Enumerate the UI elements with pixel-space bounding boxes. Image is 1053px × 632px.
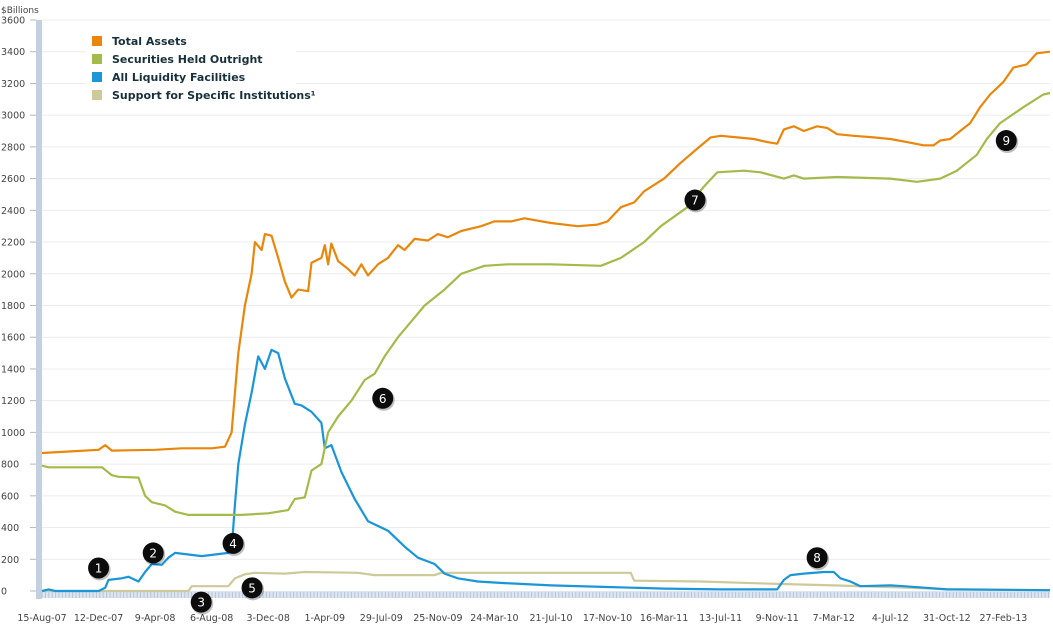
y-tick-label: 3200	[1, 79, 25, 90]
x-tick-label: 9-Nov-11	[756, 613, 799, 624]
series-line-all-liquidity-facilities	[41, 348, 1051, 593]
legend-swatch	[92, 36, 102, 46]
annotation-marker-2: 2	[142, 542, 166, 566]
x-tick-label: 3-Dec-08	[247, 613, 290, 624]
series-lines	[41, 50, 1051, 593]
legend-label: All Liquidity Facilities	[112, 71, 246, 84]
y-tick-label: 1400	[1, 364, 25, 375]
y-tick-label: 1600	[1, 333, 25, 344]
legend-label: Total Assets	[112, 35, 187, 48]
annotation-marker-4: 4	[222, 532, 246, 556]
y-tick-label: 2400	[1, 206, 25, 217]
series-line-securities-held-outright	[41, 91, 1051, 517]
marker-label: 3	[197, 596, 205, 610]
annotation-marker-8: 8	[806, 547, 830, 571]
y-tick-label: 800	[1, 460, 19, 471]
y-axis-unit-label: $Billions	[1, 6, 39, 16]
x-tick-label: 7-Mar-12	[813, 613, 855, 624]
x-tick-label: 24-Mar-10	[470, 613, 518, 624]
x-tick-label: 1-Apr-09	[304, 613, 345, 624]
legend-item: Total Assets	[92, 35, 187, 48]
legend: Total Assets Securities Held Outright All …	[86, 28, 316, 106]
legend-label: Securities Held Outright	[112, 53, 263, 66]
y-tick-label: 3400	[1, 47, 25, 58]
annotation-marker-6: 6	[372, 387, 395, 411]
marker-circle	[88, 557, 110, 579]
marker-circle	[995, 130, 1017, 152]
marker-label: 6	[379, 392, 387, 406]
x-tick-label: 4-Jul-12	[872, 613, 909, 624]
annotation-markers: 1 2 3 4 5 6 7 8 9	[88, 130, 1019, 615]
marker-label: 4	[229, 537, 237, 551]
y-tick-label: 3000	[1, 111, 25, 122]
marker-circle	[806, 547, 828, 569]
x-axis-bar	[42, 591, 1050, 598]
legend-swatch	[92, 54, 102, 64]
marker-circle	[222, 532, 244, 554]
y-tick-label: 1200	[1, 396, 25, 407]
marker-label: 2	[149, 546, 157, 560]
y-tick-label: 1800	[1, 301, 25, 312]
x-tick-label: 13-Jul-11	[699, 613, 742, 624]
y-tick-label: 2600	[1, 174, 25, 185]
marker-label: 9	[1002, 134, 1010, 148]
legend-label: Support for Specific Institutions¹	[112, 89, 316, 102]
y-axis-bar	[36, 20, 42, 599]
x-tick-label: 29-Jul-09	[360, 613, 403, 624]
series-line-support-for-specific-institutions	[42, 570, 1051, 593]
annotation-marker-1: 1	[88, 557, 111, 581]
legend-item: All Liquidity Facilities	[92, 71, 246, 84]
x-tick-label: 27-Feb-13	[979, 613, 1027, 624]
y-tick-label: 2000	[1, 269, 25, 280]
y-tick-label: 3600	[1, 16, 25, 27]
marker-label: 7	[691, 194, 699, 208]
y-tick-label: 0	[1, 587, 7, 598]
marker-label: 8	[813, 551, 821, 565]
annotation-marker-7: 7	[684, 189, 707, 213]
marker-label: 5	[248, 581, 256, 595]
legend-background	[86, 28, 296, 106]
x-tick-label: 6-Aug-08	[190, 613, 233, 624]
x-tick-label: 12-Dec-07	[74, 613, 123, 624]
y-tick-label: 200	[1, 555, 19, 566]
x-tick-label: 9-Apr-08	[135, 613, 176, 624]
marker-circle	[190, 591, 212, 613]
marker-circle	[241, 577, 263, 599]
x-tick-label: 21-Jul-10	[529, 613, 572, 624]
y-tick-label: 600	[1, 491, 19, 502]
x-tick-label: 16-Mar-11	[640, 613, 688, 624]
axes: 0 200 400 600 800 1000 1200 1400 1600 1800 2000 220…	[1, 16, 1050, 624]
legend-swatch	[92, 90, 102, 100]
y-tick-label: 2800	[1, 142, 25, 153]
x-tick-label: 15-Aug-07	[17, 613, 66, 624]
marker-circle	[142, 542, 164, 564]
x-tick-label: 25-Nov-09	[413, 613, 462, 624]
series-line-total-assets	[41, 50, 1051, 455]
annotation-marker-3: 3	[190, 591, 214, 615]
marker-label: 1	[95, 562, 103, 576]
x-tick-label: 31-Oct-12	[923, 613, 971, 624]
annotation-marker-9: 9	[995, 130, 1019, 154]
y-tick-label: 1000	[1, 428, 25, 439]
legend-item: Securities Held Outright	[92, 53, 263, 66]
legend-swatch	[92, 72, 102, 82]
y-tick-label: 400	[1, 523, 19, 534]
annotation-marker-5: 5	[241, 577, 265, 601]
legend-item: Support for Specific Institutions¹	[92, 89, 316, 102]
marker-circle	[372, 387, 394, 409]
marker-circle	[684, 189, 706, 211]
x-tick-label: 17-Nov-10	[583, 613, 632, 624]
y-tick-label: 2200	[1, 238, 25, 249]
